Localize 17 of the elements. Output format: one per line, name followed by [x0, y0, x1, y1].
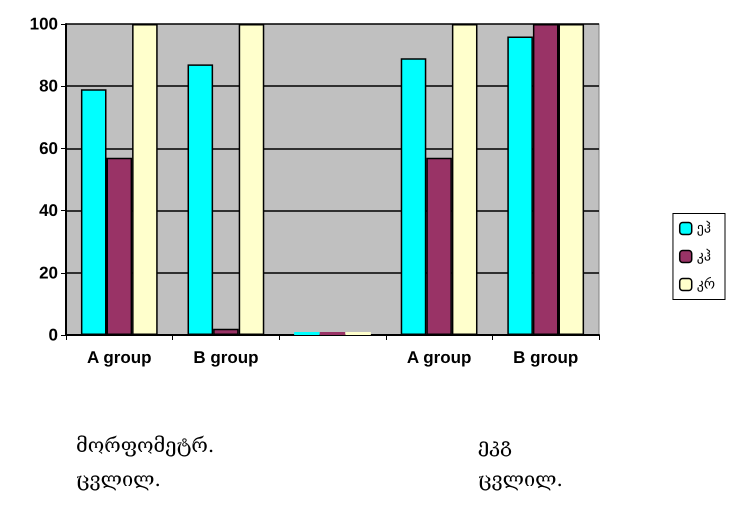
y-tick-label: 80	[39, 76, 58, 96]
bar	[294, 332, 320, 335]
legend-label: კრ	[696, 276, 716, 292]
bar	[320, 332, 346, 335]
y-tick-label: 60	[39, 138, 58, 158]
legend-label: კჰ	[696, 248, 711, 264]
text: ეკგ ცვლილ.	[478, 433, 563, 491]
x-tick-label: B group	[513, 348, 578, 367]
x-tick-label: A group	[87, 348, 152, 367]
x-tick-label: B group	[193, 348, 258, 367]
y-tick-label: 100	[30, 14, 58, 34]
y-tick-label: 40	[39, 201, 58, 220]
y-tick-label: 20	[39, 263, 58, 282]
text: მორფომეტრ. ცვლილ.	[76, 433, 214, 491]
legend-label: ეჰ	[696, 220, 711, 236]
y-tick-label: 0	[48, 326, 58, 344]
x-tick-label: A group	[406, 348, 472, 367]
